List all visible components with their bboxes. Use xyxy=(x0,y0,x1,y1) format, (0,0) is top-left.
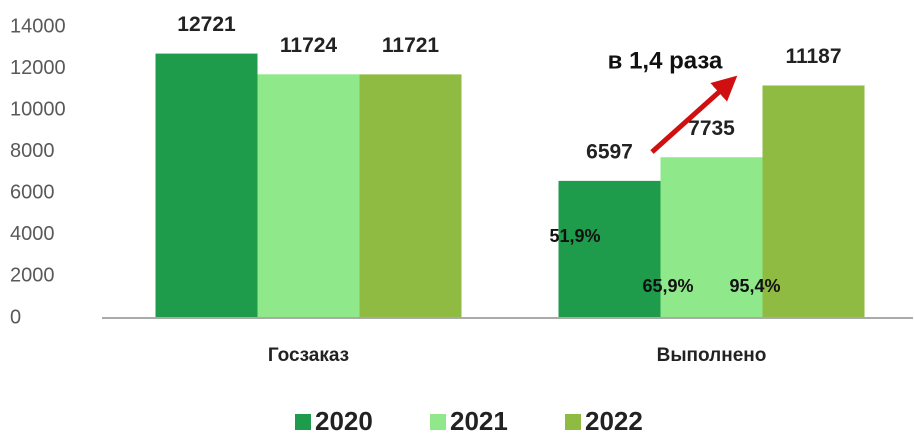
bar xyxy=(660,157,763,318)
annotation: в 1,4 раза xyxy=(608,47,723,74)
bar xyxy=(762,85,865,318)
y-tick-label: 0 xyxy=(10,306,21,328)
bar xyxy=(257,74,360,318)
y-tick-label: 6000 xyxy=(10,182,55,204)
legend-label: 2021 xyxy=(450,406,508,436)
value-label: 7735 xyxy=(688,117,735,140)
bar xyxy=(558,180,661,318)
annotation: 65,9% xyxy=(642,276,693,296)
x-tick-label: Госзаказ xyxy=(268,345,349,366)
x-tick-label: Выполнено xyxy=(657,345,767,366)
legend-label: 2022 xyxy=(585,406,643,436)
legend-label: 2020 xyxy=(315,406,373,436)
bar xyxy=(155,53,258,318)
arrow xyxy=(650,75,738,154)
y-tick-label: 12000 xyxy=(10,57,66,79)
y-tick-label: 14000 xyxy=(10,15,66,37)
value-label: 6597 xyxy=(586,140,633,163)
y-tick-label: 8000 xyxy=(10,140,55,162)
y-tick-label: 2000 xyxy=(10,265,55,287)
bar xyxy=(359,74,462,319)
value-label: 11187 xyxy=(785,45,841,68)
legend-swatch xyxy=(565,414,581,430)
value-label: 11724 xyxy=(280,34,338,57)
annotation: 51,9% xyxy=(549,226,600,246)
legend-swatch xyxy=(430,414,446,430)
value-label: 12721 xyxy=(177,13,236,36)
y-tick-label: 4000 xyxy=(10,223,55,245)
y-tick-label: 10000 xyxy=(10,98,66,120)
value-label: 11721 xyxy=(382,34,440,57)
annotation: 95,4% xyxy=(729,276,780,296)
legend-swatch xyxy=(295,414,311,430)
